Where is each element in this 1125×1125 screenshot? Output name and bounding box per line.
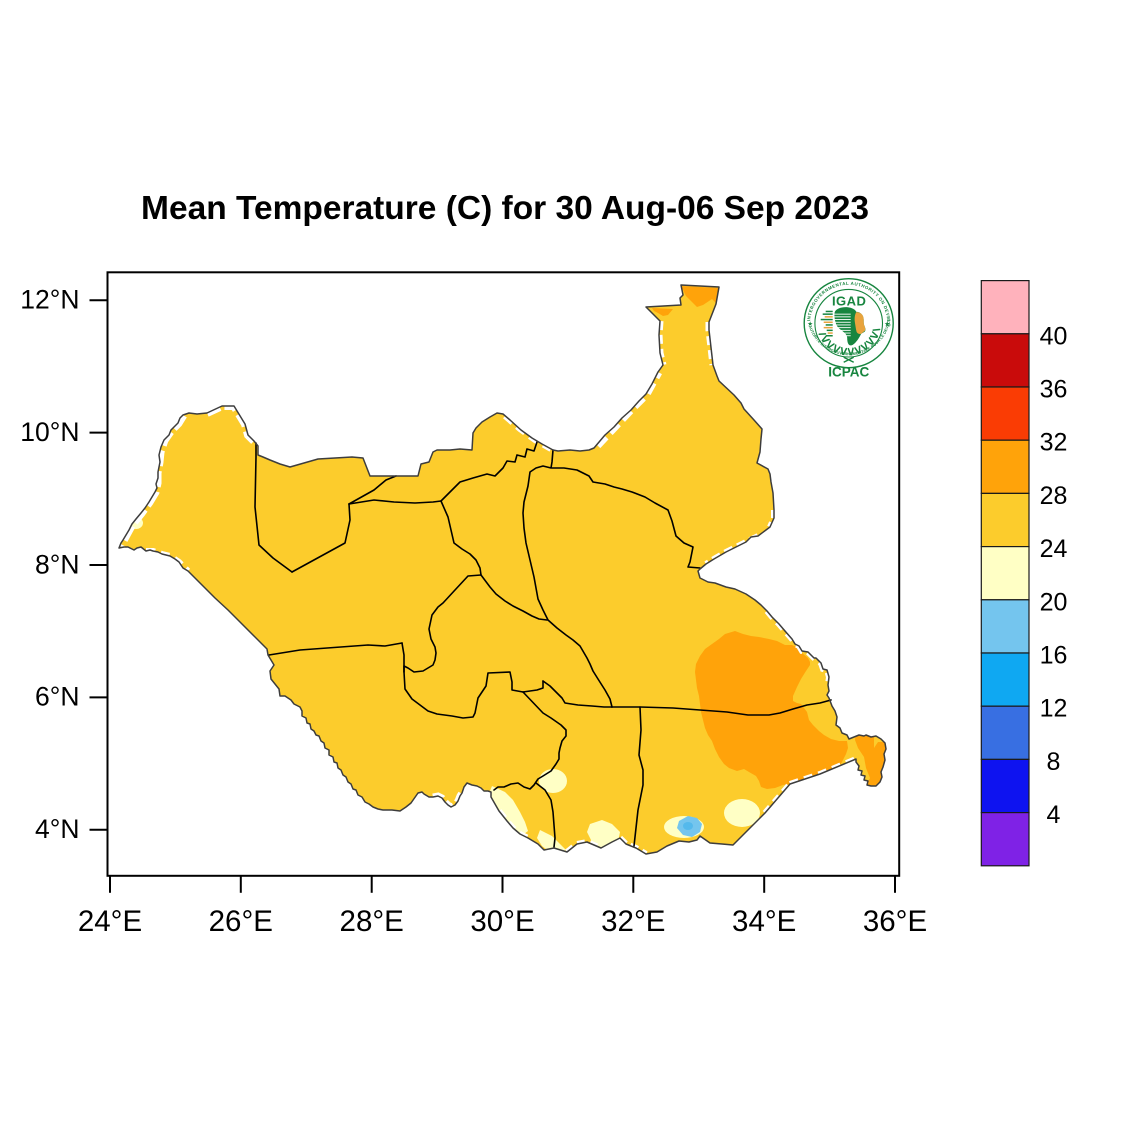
svg-text:26°E: 26°E [209,905,273,938]
svg-text:28: 28 [1040,482,1068,510]
svg-text:6°N: 6°N [35,682,79,712]
svg-text:32°E: 32°E [601,905,665,938]
svg-text:16: 16 [1040,642,1068,670]
svg-text:32: 32 [1040,429,1068,457]
svg-text:24: 24 [1040,535,1068,563]
svg-text:40: 40 [1040,322,1068,350]
svg-text:36°E: 36°E [863,905,927,938]
svg-text:IGAD: IGAD [832,294,867,309]
svg-text:20: 20 [1040,588,1068,616]
svg-text:4°N: 4°N [35,814,79,844]
svg-text:Mean Temperature (C) for 30 Au: Mean Temperature (C) for 30 Aug-06 Sep 2… [141,190,869,227]
svg-text:8°N: 8°N [35,549,79,579]
svg-text:8: 8 [1047,748,1061,776]
svg-text:36: 36 [1040,376,1068,404]
svg-text:12: 12 [1040,695,1068,723]
svg-text:30°E: 30°E [470,905,534,938]
svg-text:4: 4 [1047,801,1061,829]
svg-text:★: ★ [884,320,890,328]
svg-text:★: ★ [807,320,813,328]
svg-text:12°N: 12°N [20,285,79,315]
svg-text:28°E: 28°E [340,905,404,938]
svg-text:24°E: 24°E [78,905,142,938]
svg-text:34°E: 34°E [732,905,796,938]
svg-text:ICPAC: ICPAC [828,365,869,380]
svg-text:10°N: 10°N [20,417,79,447]
